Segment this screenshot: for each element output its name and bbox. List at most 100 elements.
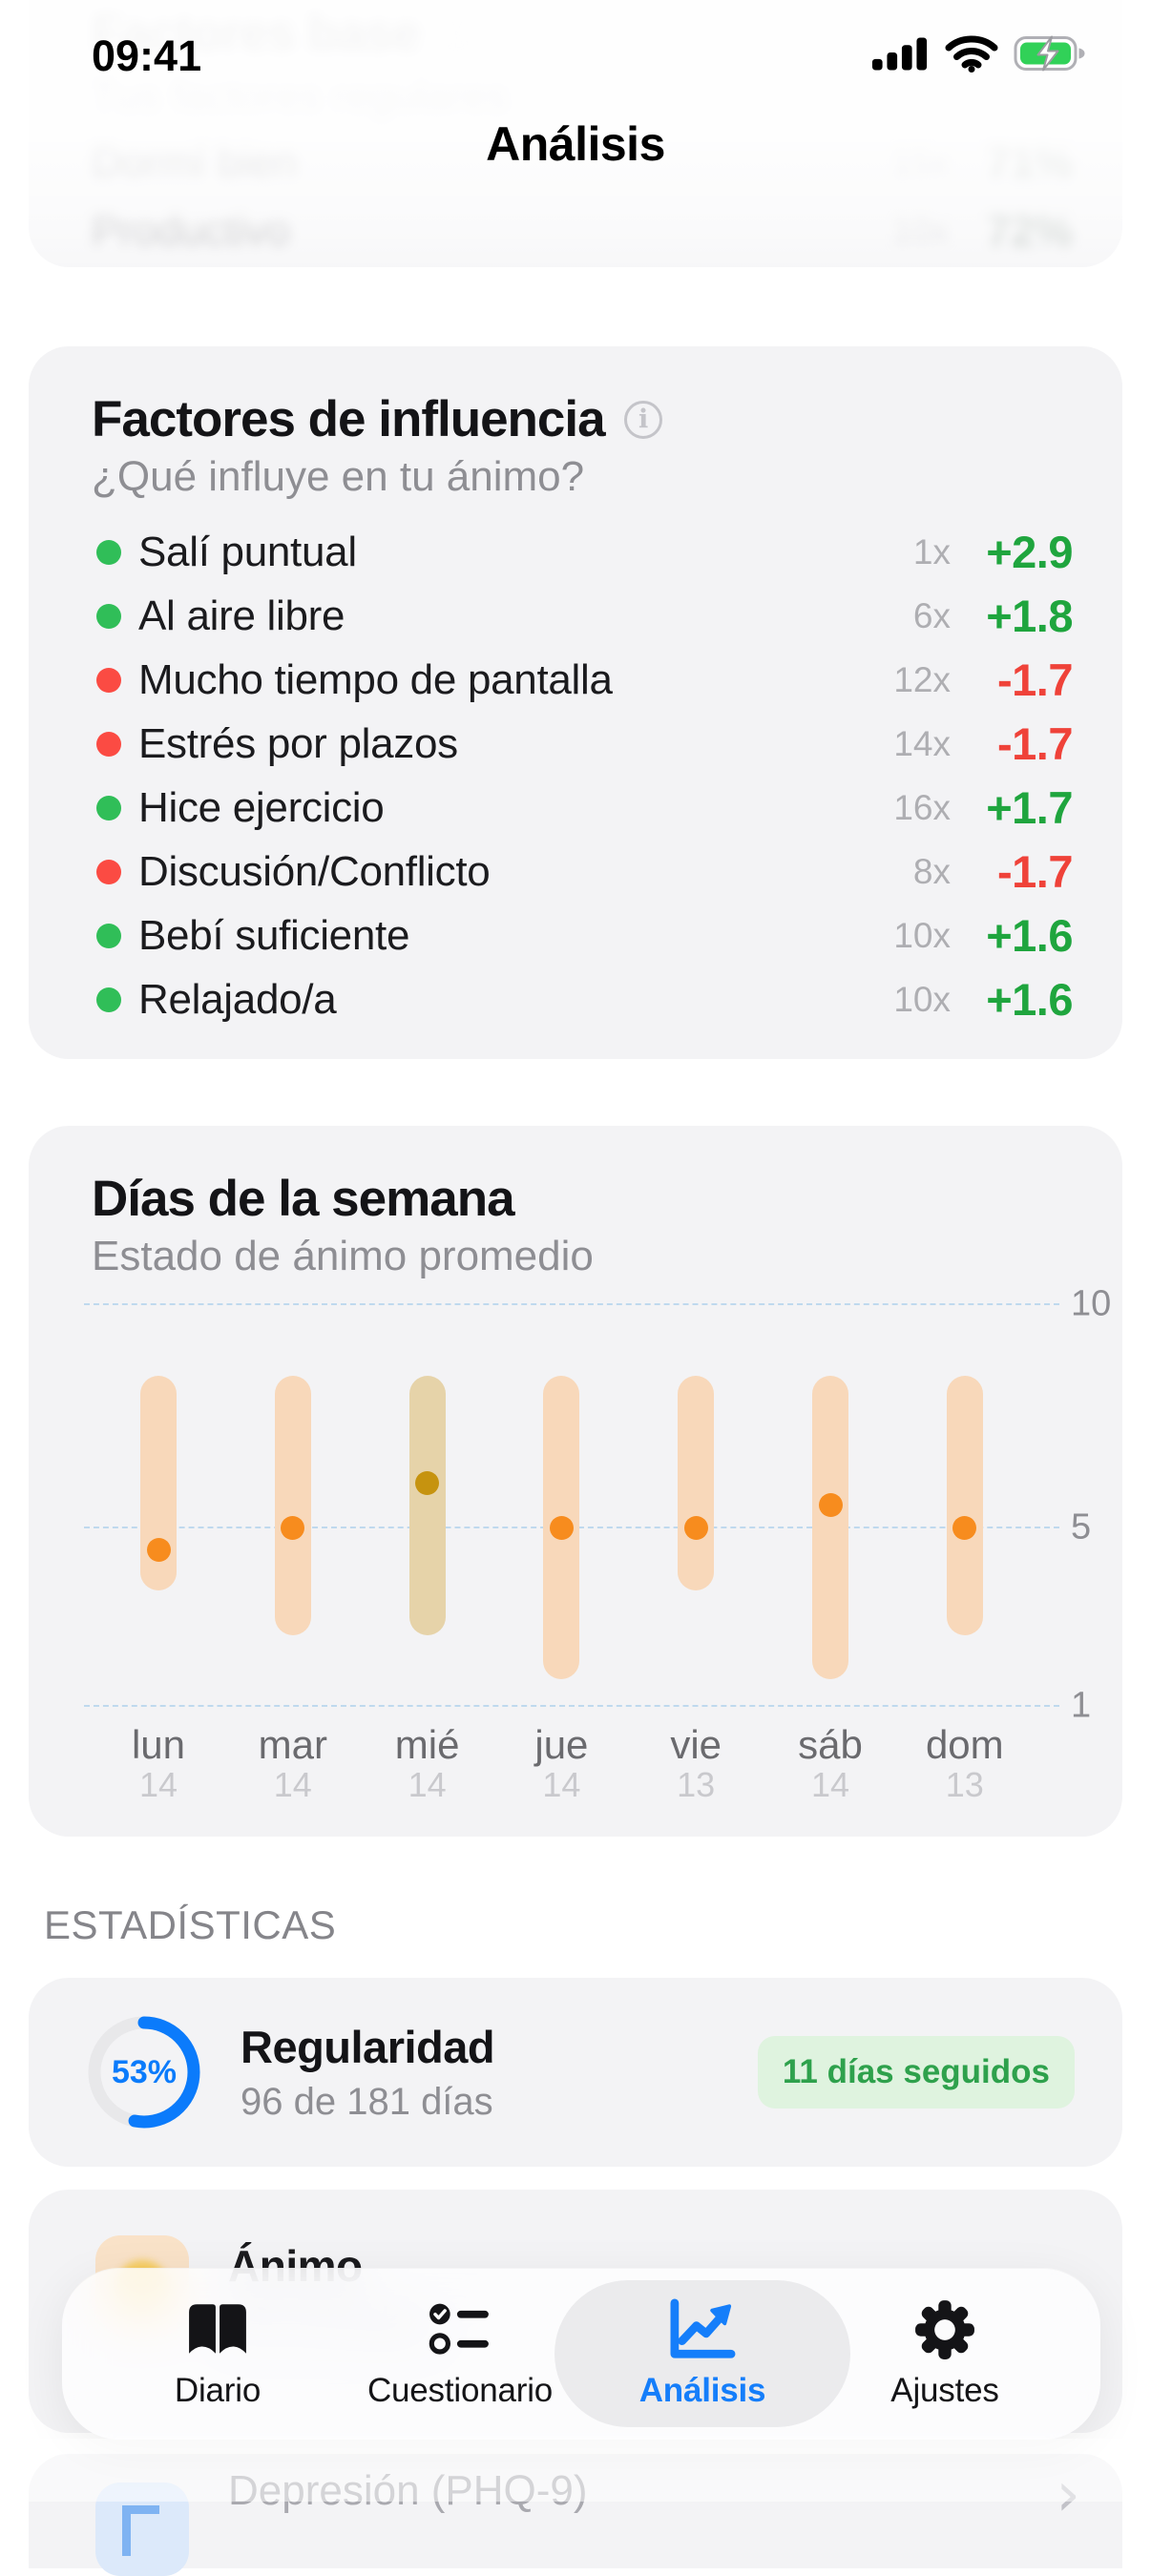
factor-dot-icon: [96, 859, 121, 884]
mood-average-dot: [818, 1493, 843, 1518]
day-label: mié: [394, 1722, 460, 1767]
day-entry-count: 14: [542, 1765, 581, 1804]
weekdays-title-text: Días de la semana: [92, 1171, 515, 1227]
factor-value: +1.8: [986, 591, 1073, 641]
influence-factors-card: Factores de influencia ¿Qué influye en t…: [29, 346, 1122, 1059]
factor-value: +2.9: [986, 527, 1073, 577]
wifi-icon: [945, 35, 998, 73]
mood-range-capsule: [946, 1375, 983, 1635]
page-title: Análisis: [486, 117, 665, 171]
chart-gridline: [84, 1705, 1059, 1707]
regularity-percent: 53%: [111, 2053, 178, 2090]
factor-dot-icon: [96, 603, 121, 629]
factor-count: 1x: [912, 531, 951, 571]
influence-card-title: Factores de influencia: [92, 390, 662, 448]
mood-range-capsule: [678, 1375, 715, 1590]
influence-card-subtitle: ¿Qué influye en tu ánimo?: [92, 453, 585, 500]
factor-dot-icon: [96, 795, 121, 821]
regularity-subtitle: 96 de 181 días: [241, 2081, 493, 2123]
tab-ajustes[interactable]: Ajustes: [824, 2268, 1066, 2440]
factor-row: Bebí suficiente 10x +1.6: [29, 904, 1122, 967]
chart-gridline: [84, 1303, 1059, 1306]
status-icons: [870, 34, 1088, 73]
factor-label: Discusión/Conflicto: [138, 847, 491, 895]
tab-label: Análisis: [638, 2372, 766, 2409]
chevron-right-icon: ›: [1056, 2460, 1080, 2530]
book-icon: [186, 2297, 249, 2362]
checklist-icon: [429, 2297, 492, 2362]
factor-label: Hice ejercicio: [138, 783, 385, 831]
depression-row-title[interactable]: Depresión (PHQ-9): [228, 2467, 588, 2514]
status-time: 09:41: [92, 31, 202, 80]
factor-row: Estrés por plazos 14x -1.7: [29, 712, 1122, 776]
tab-diario[interactable]: Diario: [96, 2268, 339, 2440]
mood-range-capsule: [408, 1375, 446, 1635]
mood-range-capsule: [812, 1375, 848, 1680]
questionnaire-stats-card: Depresión (PHQ-9) ›: [29, 2454, 1122, 2576]
factor-count: 8x: [912, 851, 951, 891]
tab-analisis[interactable]: Análisis: [581, 2268, 824, 2440]
tab-cuestionario[interactable]: Cuestionario: [339, 2268, 581, 2440]
factor-value: -1.7: [997, 654, 1074, 705]
factor-count: 12x: [893, 659, 951, 699]
tab-label: Ajustes: [890, 2372, 999, 2409]
streak-badge: 11 días seguidos: [757, 2036, 1075, 2109]
chart-line-icon: [667, 2297, 738, 2362]
day-entry-count: 13: [945, 1765, 984, 1804]
regularity-texts: Regularidad 96 de 181 días: [241, 2021, 495, 2124]
depression-icon: [95, 2483, 189, 2576]
depression-glyph-icon: [122, 2505, 159, 2556]
day-entry-count: 14: [408, 1765, 447, 1804]
day-entry-count: 14: [810, 1765, 850, 1804]
factor-value: +1.6: [986, 974, 1073, 1025]
statistics-section-header: ESTADÍSTICAS: [44, 1902, 337, 1947]
factor-dot-icon: [96, 731, 121, 757]
factor-value: +1.6: [986, 910, 1073, 961]
day-label: jue: [534, 1722, 589, 1767]
tab-bar: Diario Cuestionario Análisis: [62, 2268, 1100, 2440]
day-label: sáb: [798, 1722, 863, 1767]
regularity-card: 53% Regularidad 96 de 181 días 11 días s…: [29, 1978, 1122, 2167]
day-entry-count: 14: [273, 1765, 312, 1804]
day-entry-count: 14: [138, 1765, 178, 1804]
mood-average-dot: [415, 1470, 440, 1495]
factor-count: 14x: [893, 723, 951, 763]
factor-dot-icon: [96, 539, 121, 565]
factor-dot-icon: [96, 987, 121, 1012]
factor-count: 16x: [893, 787, 951, 827]
factor-list: Salí puntual 1x +2.9 Al aire libre 6x +1…: [29, 520, 1122, 1031]
mood-average-dot: [683, 1515, 708, 1540]
day-label: dom: [925, 1722, 1004, 1767]
factor-row: Hice ejercicio 16x +1.7: [29, 776, 1122, 840]
factor-label: Salí puntual: [138, 528, 357, 575]
factor-count: 10x: [893, 979, 951, 1019]
regularity-title: Regularidad: [241, 2022, 495, 2072]
tab-label: Diario: [174, 2372, 262, 2409]
factor-dot-icon: [96, 923, 121, 948]
influence-title-text: Factores de influencia: [92, 391, 606, 447]
factor-row: Mucho tiempo de pantalla 12x -1.7: [29, 648, 1122, 712]
mood-average-dot: [549, 1515, 574, 1540]
factor-label: Mucho tiempo de pantalla: [138, 655, 613, 703]
factor-label: Bebí suficiente: [138, 911, 410, 959]
factor-count: 10x: [893, 915, 951, 955]
day-label: mar: [258, 1722, 327, 1767]
weekdays-card-title: Días de la semana: [92, 1170, 515, 1228]
battery-charging-icon: [1014, 35, 1085, 72]
gear-icon: [913, 2297, 976, 2362]
mood-average-dot: [146, 1537, 171, 1562]
factor-row: Discusión/Conflicto 8x -1.7: [29, 840, 1122, 904]
regularity-progress-ring: 53%: [88, 2016, 200, 2129]
weekdays-card-subtitle: Estado de ánimo promedio: [92, 1233, 594, 1279]
mood-average-dot: [952, 1515, 977, 1540]
factor-label: Estrés por plazos: [138, 719, 458, 767]
y-axis-tick-label: 5: [1071, 1506, 1092, 1548]
info-icon[interactable]: [623, 400, 662, 439]
factor-label: Relajado/a: [138, 975, 337, 1023]
day-label: vie: [670, 1722, 722, 1767]
cellular-signal-icon: [871, 37, 928, 71]
factor-value: -1.7: [997, 846, 1074, 897]
factor-row: Al aire libre 6x +1.8: [29, 584, 1122, 648]
mood-average-dot: [281, 1515, 305, 1540]
weekday-chart: 10 5 1 lun 14 mar 14 mié 14 jue 14 vie 13 sáb 14 dom 13: [29, 1126, 1122, 1837]
